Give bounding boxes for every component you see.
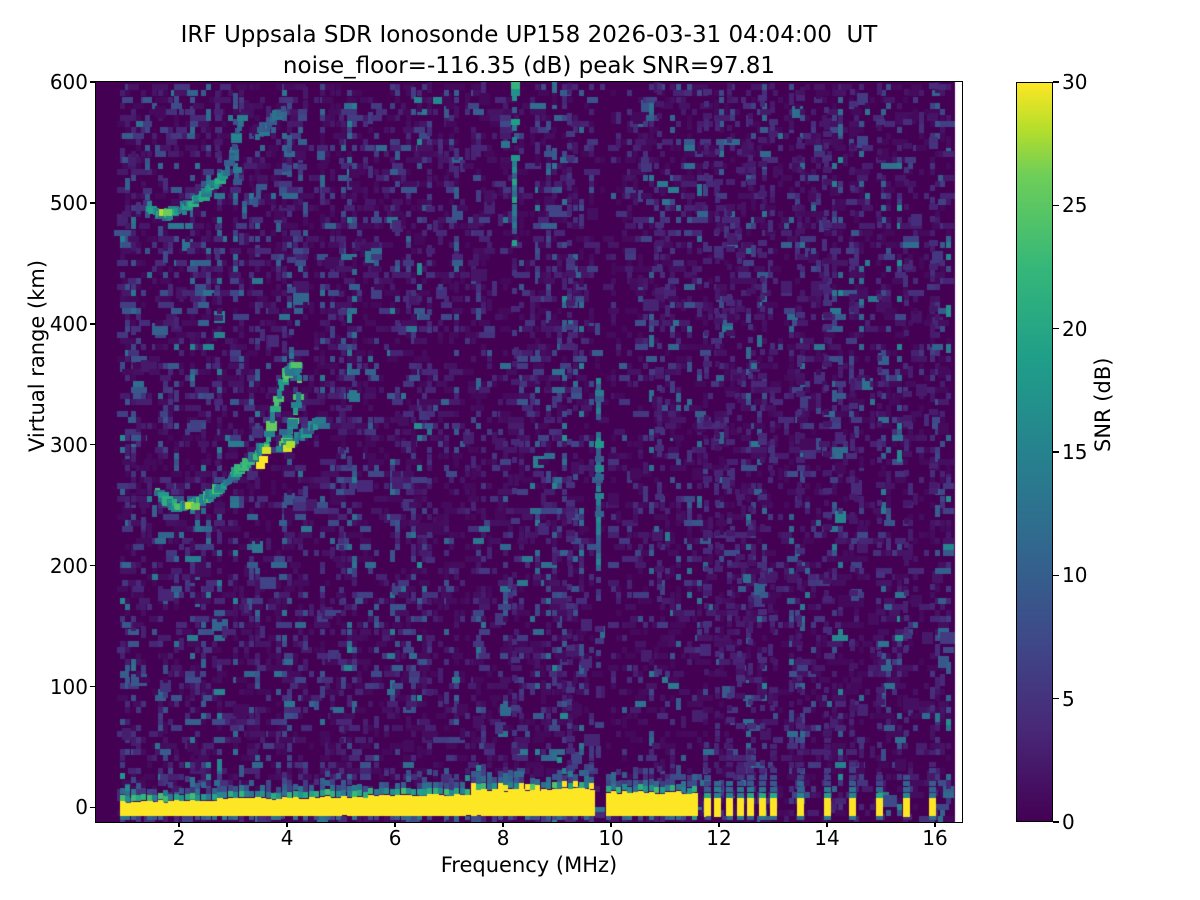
colorbar-tick: [1053, 327, 1059, 330]
y-tick: [90, 564, 96, 567]
x-tick-label: 14: [814, 826, 840, 850]
colorbar-tick: [1053, 204, 1059, 207]
colorbar-tick-label: 20: [1062, 316, 1088, 341]
x-tick: [286, 822, 288, 827]
y-tick-label: 600: [49, 70, 88, 94]
colorbar-tick-label: 0: [1062, 810, 1075, 834]
y-tick: [90, 81, 96, 83]
x-tick-label: 4: [280, 826, 294, 850]
plot-subtitle: noise_floor=-116.35 (dB) peak SNR=97.81: [282, 53, 776, 79]
x-tick: [610, 822, 612, 827]
colorbar-tick-label: 10: [1062, 563, 1088, 588]
x-tick-label: 12: [706, 826, 732, 850]
y-tick-label: 0: [75, 795, 88, 820]
plot-title: IRF Uppsala SDR Ionosonde UP158 2026-03-…: [180, 22, 878, 48]
x-tick: [178, 822, 180, 827]
colorbar-tick-label: 30: [1062, 70, 1088, 94]
colorbar-tick-label: 5: [1062, 686, 1075, 711]
colorbar-tick: [1053, 697, 1059, 700]
colorbar-tick-label: 15: [1062, 440, 1088, 464]
colorbar-tick: [1053, 821, 1059, 823]
y-tick: [90, 806, 96, 809]
y-tick-label: 100: [49, 674, 88, 699]
y-tick-label: 400: [49, 311, 88, 336]
colorbar-tick-label: 25: [1062, 193, 1088, 218]
x-tick: [826, 822, 828, 827]
x-tick-label: 8: [496, 826, 510, 850]
x-tick-label: 6: [388, 826, 402, 850]
y-tick-label: 500: [49, 190, 88, 215]
colorbar-tick: [1053, 574, 1059, 577]
x-tick: [394, 822, 396, 827]
colorbar: [1016, 82, 1053, 822]
y-tick-label: 200: [49, 553, 88, 578]
y-tick-label: 300: [49, 432, 88, 457]
colorbar-tick: [1053, 451, 1059, 453]
x-tick-label: 16: [922, 826, 948, 850]
x-tick: [718, 822, 720, 827]
x-tick-label: 10: [598, 826, 624, 850]
y-tick: [90, 323, 96, 325]
y-tick: [90, 202, 96, 204]
ionogram-heatmap-canvas: [96, 82, 962, 822]
x-tick: [934, 822, 936, 827]
y-tick: [90, 443, 96, 446]
x-tick-label: 2: [172, 826, 186, 850]
colorbar-tick: [1053, 81, 1059, 83]
y-tick: [90, 685, 96, 688]
x-tick: [502, 822, 504, 827]
x-axis-label: Frequency (MHz): [440, 853, 618, 877]
